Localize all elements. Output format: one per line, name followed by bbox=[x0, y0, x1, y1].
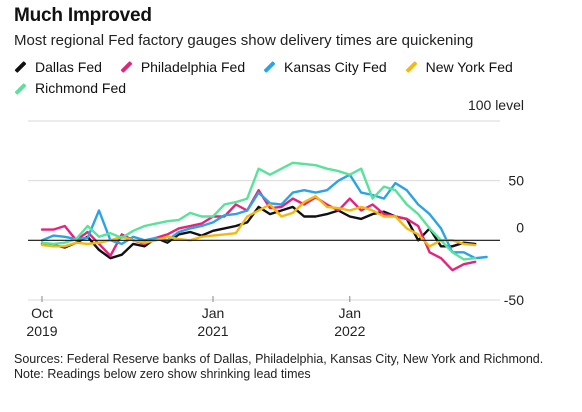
series-line-kansas-city-fed bbox=[40, 173, 488, 260]
series-line-new-york-fed bbox=[40, 195, 477, 248]
legend-item-richmond: Richmond Fed bbox=[14, 79, 126, 98]
series-line-philadelphia-fed bbox=[40, 189, 477, 272]
y-tick-label: 50 bbox=[508, 173, 524, 189]
legend-label-richmond: Richmond Fed bbox=[35, 80, 127, 96]
x-tick-sublabel: 2021 bbox=[197, 323, 228, 339]
legend-label-dallas: Dallas Fed bbox=[35, 58, 102, 75]
series-line-richmond-fed bbox=[40, 161, 477, 261]
legend-item-dallas: Dallas Fed bbox=[14, 58, 102, 77]
x-tick-label: Jan bbox=[339, 305, 362, 321]
sources-text: Sources: Federal Reserve banks of Dallas… bbox=[14, 352, 544, 366]
x-tick-label: Jan bbox=[202, 305, 225, 321]
x-tick-sublabel: 2022 bbox=[334, 323, 365, 339]
legend-label-kansas-city: Kansas City Fed bbox=[284, 58, 387, 75]
legend-item-philadelphia: Philadelphia Fed bbox=[120, 58, 245, 77]
legend-item-new-york: New York Fed bbox=[405, 58, 513, 77]
legend-item-kansas-city: Kansas City Fed bbox=[263, 58, 387, 77]
legend-label-new-york: New York Fed bbox=[425, 58, 513, 75]
legend: Dallas Fed Philadelphia Fed Kansas City … bbox=[14, 55, 534, 98]
note-text: Note: Readings below zero show shrinking… bbox=[14, 367, 311, 381]
chart-title: Much Improved bbox=[14, 5, 152, 26]
x-tick-sublabel: 2019 bbox=[26, 323, 57, 339]
chart-notes: Sources: Federal Reserve banks of Dallas… bbox=[14, 352, 554, 382]
y-tick-label: -50 bbox=[504, 292, 524, 308]
y-tick-label: 0 bbox=[516, 219, 524, 235]
y-unit-label: 100 level bbox=[467, 97, 524, 113]
x-tick-label: Oct bbox=[31, 305, 53, 321]
chart-subtitle: Most regional Fed factory gauges show de… bbox=[14, 32, 474, 49]
legend-label-philadelphia: Philadelphia Fed bbox=[140, 58, 246, 75]
